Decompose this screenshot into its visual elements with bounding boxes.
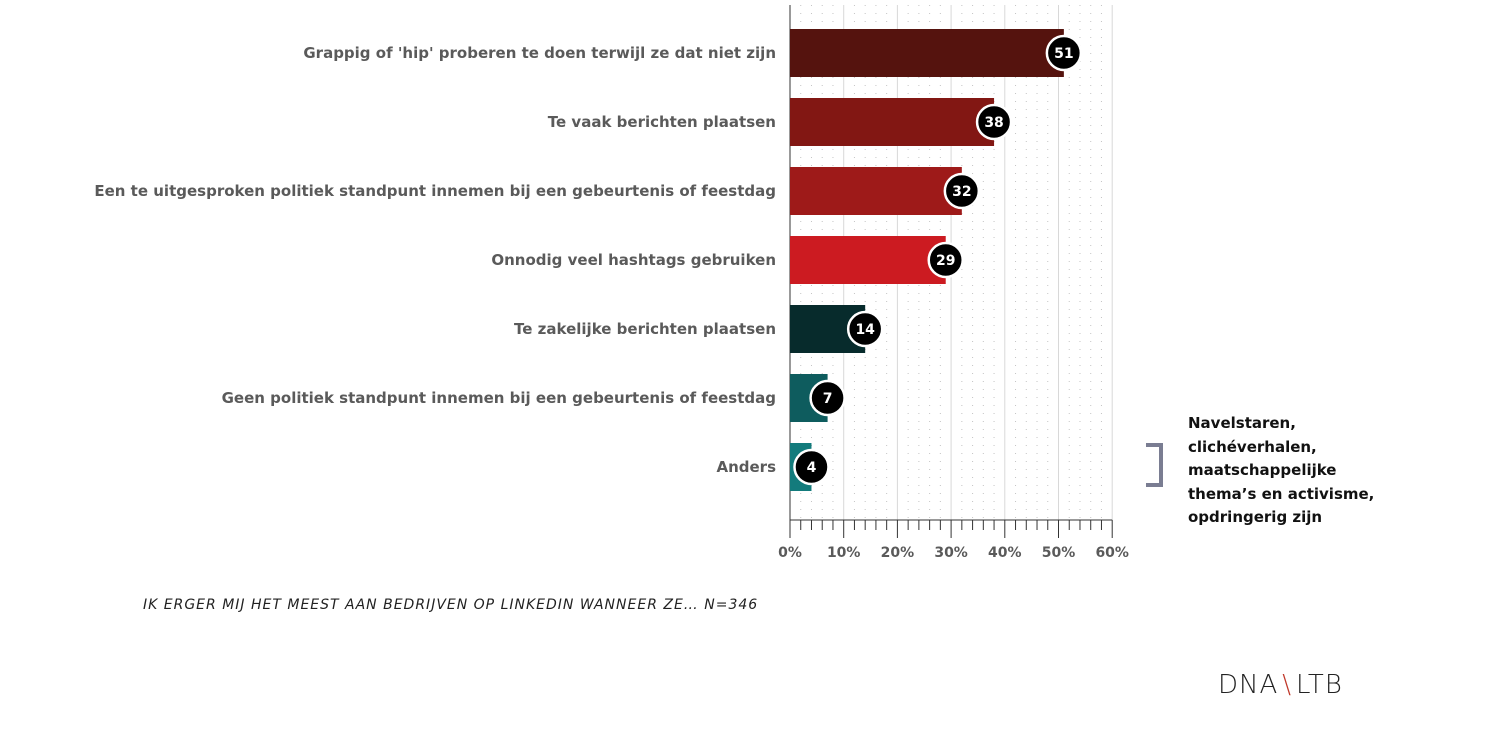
- value-badge: [809, 379, 846, 417]
- value-label: 51: [1054, 46, 1073, 62]
- x-tick-label: 50%: [1042, 545, 1076, 561]
- x-tick-label: 40%: [988, 545, 1022, 561]
- brand-logo: DNA \ LTB: [1218, 670, 1343, 700]
- value-badge: [846, 310, 884, 348]
- x-tick-label: 30%: [934, 545, 968, 561]
- value-badge: [943, 172, 981, 210]
- value-label: 38: [984, 115, 1003, 131]
- bar: [790, 167, 962, 215]
- x-tick-label: 20%: [881, 545, 915, 561]
- annotation-bracket: [1146, 443, 1163, 487]
- value-badge: [793, 448, 830, 486]
- value-badge: [975, 103, 1013, 141]
- bar: [790, 236, 946, 284]
- logo-right: LTB: [1296, 670, 1343, 700]
- value-label: 32: [952, 184, 971, 200]
- logo-left: DNA: [1218, 670, 1279, 700]
- bar: [790, 29, 1064, 77]
- bar: [790, 98, 995, 146]
- chart-caption: IK ERGER MIJ HET MEEST AAN BEDRIJVEN OP …: [143, 597, 759, 613]
- value-badge: [1045, 34, 1083, 72]
- category-label: Te zakelijke berichten plaatsen: [514, 320, 776, 338]
- value-label: 29: [936, 253, 955, 269]
- category-label: Een te uitgesproken politiek standpunt i…: [94, 182, 776, 200]
- category-labels: Grappig of 'hip' proberen te doen terwij…: [94, 44, 776, 476]
- value-badge: [927, 241, 964, 279]
- value-label: 14: [855, 322, 875, 338]
- annotation-text: Navelstaren, clichéverhalen, maatschappe…: [1188, 414, 1375, 526]
- category-label: Geen politiek standpunt innemen bij een …: [222, 389, 776, 407]
- category-label: Grappig of 'hip' proberen te doen terwij…: [303, 44, 776, 62]
- value-label: 4: [807, 460, 817, 476]
- x-tick-label: 10%: [827, 545, 861, 561]
- logo-separator: \: [1282, 670, 1293, 700]
- value-label: 7: [823, 391, 833, 407]
- x-axis: 0% 10% 20% 30% 40% 50% 60%: [778, 519, 1129, 561]
- x-tick-label: 0%: [778, 545, 802, 561]
- category-label: Te vaak berichten plaatsen: [548, 113, 776, 131]
- category-label: Anders: [716, 458, 776, 476]
- x-tick-label: 60%: [1095, 545, 1129, 561]
- bars: 51 38 32 29 14 7 4: [790, 29, 1083, 491]
- category-label: Onnodig veel hashtags gebruiken: [491, 251, 776, 269]
